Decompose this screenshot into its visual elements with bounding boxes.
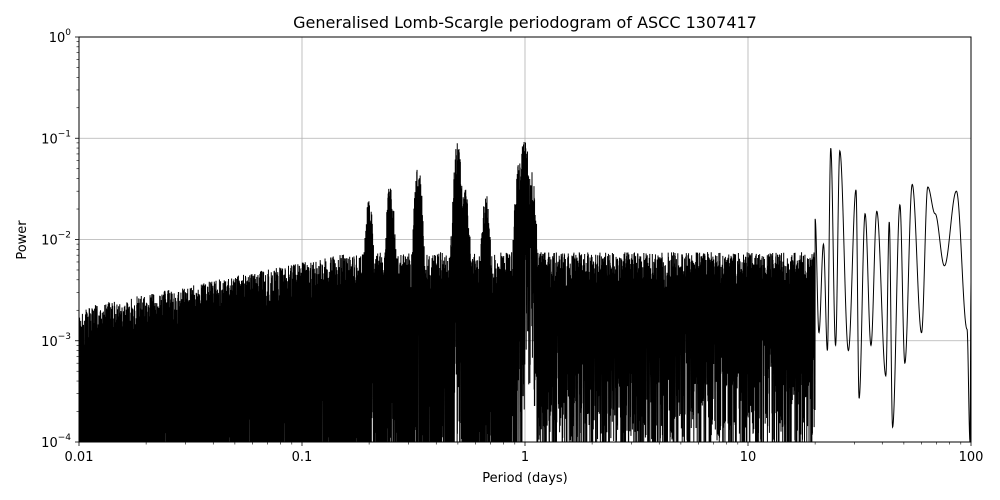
x-axis-label: Period (days) — [482, 471, 568, 486]
x-tick-label: 100 — [959, 450, 984, 465]
x-tick-label: 10 — [740, 450, 757, 465]
x-tick-label: 0.1 — [292, 450, 313, 465]
x-tick-label: 0.01 — [65, 450, 94, 465]
x-tick-label: 1 — [521, 450, 529, 465]
axis-ticks: 0.01 0.1 1 10 100 100 10−1 10−2 10−3 10−4 — [41, 28, 983, 465]
y-tick-label: 10−4 — [41, 433, 71, 451]
y-tick-label: 10−3 — [41, 332, 71, 350]
y-tick-label: 10−2 — [41, 231, 71, 249]
y-axis-label: Power — [15, 220, 30, 260]
series-power-line — [79, 141, 971, 442]
power-series-line — [79, 141, 971, 442]
chart-title: Generalised Lomb-Scargle periodogram of … — [293, 13, 757, 32]
y-tick-label: 100 — [49, 28, 72, 46]
y-tick-label: 10−1 — [41, 129, 71, 147]
